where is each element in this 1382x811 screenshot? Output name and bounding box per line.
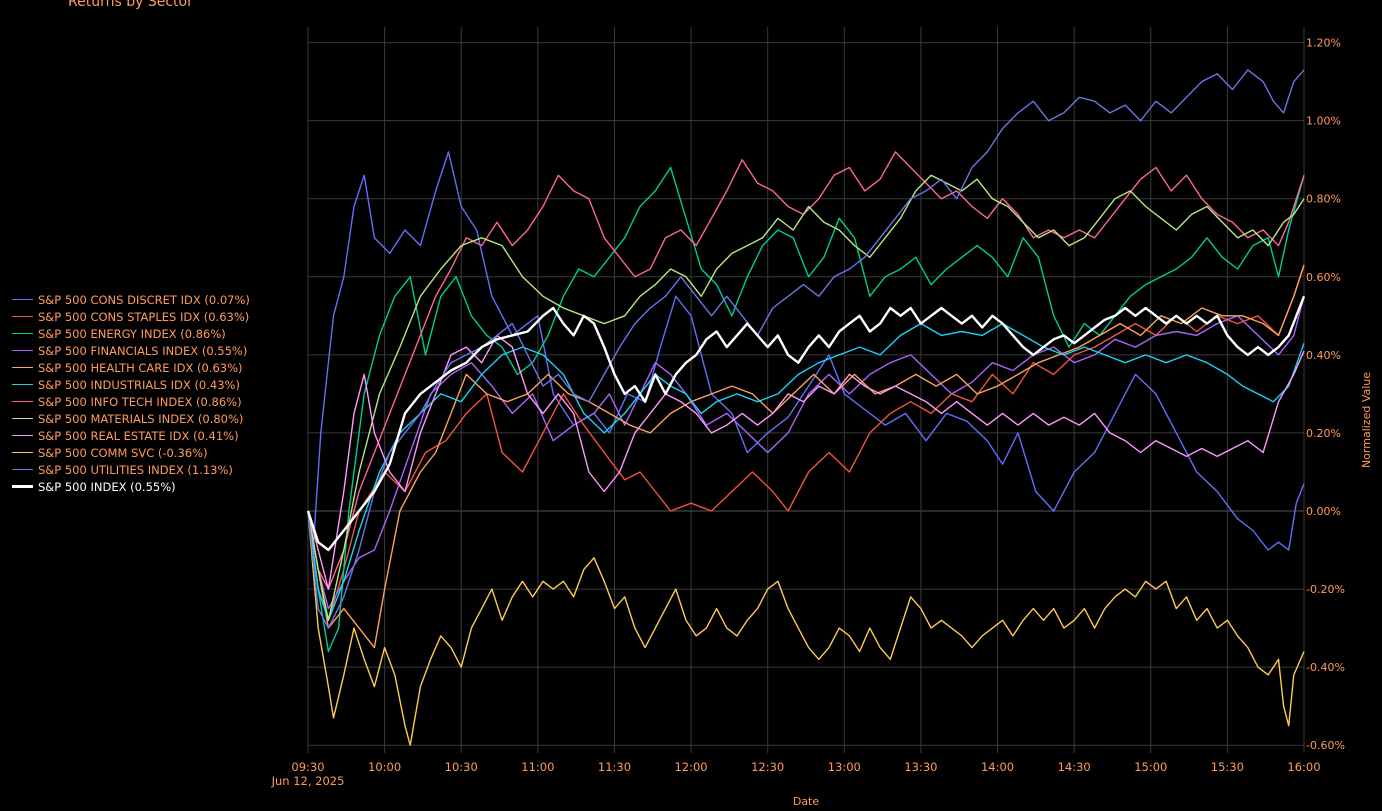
legend-swatch <box>12 350 33 351</box>
series-line-8 <box>307 334 1305 590</box>
x-tick-label: 11:30 <box>598 760 631 774</box>
legend-swatch <box>12 367 33 368</box>
y-tick-label: -0.20% <box>1306 583 1345 596</box>
legend-swatch <box>12 435 33 436</box>
y-tick-label: -0.60% <box>1306 739 1345 752</box>
legend-label: S&P 500 FINANCIALS INDEX (0.55%) <box>38 343 248 358</box>
legend-label: S&P 500 MATERIALS INDEX (0.80%) <box>38 411 244 426</box>
x-tick-label: 15:00 <box>1134 760 1167 774</box>
x-tick-label: 10:00 <box>368 760 401 774</box>
legend-item[interactable]: S&P 500 INDEX (0.55%) <box>12 478 250 495</box>
legend-label: S&P 500 REAL ESTATE IDX (0.41%) <box>38 428 239 443</box>
legend-label: S&P 500 COMM SVC (-0.36%) <box>38 445 208 460</box>
series-line-7 <box>307 174 1305 621</box>
legend: S&P 500 CONS DISCRET IDX (0.07%) S&P 500 … <box>12 291 250 495</box>
y-tick-label: 0.20% <box>1306 427 1341 440</box>
y-tick-label: -0.40% <box>1306 661 1345 674</box>
series-line-9 <box>307 510 1305 746</box>
y-tick-label: 0.40% <box>1306 349 1341 362</box>
legend-swatch <box>12 316 33 317</box>
legend-item[interactable]: S&P 500 UTILITIES INDEX (1.13%) <box>12 461 250 478</box>
x-tick-label: 12:30 <box>751 760 784 774</box>
x-tick-label: 10:30 <box>445 760 478 774</box>
legend-swatch <box>12 485 33 488</box>
legend-label: S&P 500 ENERGY INDEX (0.86%) <box>38 326 226 341</box>
legend-item[interactable]: S&P 500 MATERIALS INDEX (0.80%) <box>12 410 250 427</box>
legend-item[interactable]: S&P 500 COMM SVC (-0.36%) <box>12 444 250 461</box>
grid <box>307 27 1305 753</box>
legend-item[interactable]: S&P 500 REAL ESTATE IDX (0.41%) <box>12 427 250 444</box>
x-tick-label: 16:00 <box>1287 760 1320 774</box>
legend-item[interactable]: S&P 500 INDUSTRIALS IDX (0.43%) <box>12 376 250 393</box>
series-line-0 <box>307 151 1305 551</box>
x-tick-label: 13:30 <box>904 760 937 774</box>
legend-item[interactable]: S&P 500 CONS STAPLES IDX (0.63%) <box>12 308 250 325</box>
legend-swatch <box>12 384 33 385</box>
legend-label: S&P 500 INDEX (0.55%) <box>38 479 176 494</box>
y-tick-label: 0.00% <box>1306 505 1341 518</box>
legend-label: S&P 500 INFO TECH INDEX (0.86%) <box>38 394 242 409</box>
y-tick-label: 0.60% <box>1306 271 1341 284</box>
legend-swatch <box>12 469 33 470</box>
series-line-1 <box>307 264 1305 621</box>
x-tick-label: 15:30 <box>1211 760 1244 774</box>
legend-label: S&P 500 HEALTH CARE IDX (0.63%) <box>38 360 243 375</box>
series-line-10 <box>307 69 1305 629</box>
x-tick-label: 12:00 <box>674 760 707 774</box>
x-tick-label: 14:30 <box>1058 760 1091 774</box>
x-axis-title: Date <box>793 795 820 808</box>
x-tick-label: 09:30 <box>291 760 324 774</box>
legend-item[interactable]: S&P 500 INFO TECH INDEX (0.86%) <box>12 393 250 410</box>
series-line-3 <box>307 296 1305 610</box>
series-line-2 <box>307 166 1305 653</box>
legend-item[interactable]: S&P 500 CONS DISCRET IDX (0.07%) <box>12 291 250 308</box>
legend-label: S&P 500 CONS STAPLES IDX (0.63%) <box>38 309 250 324</box>
series-lines <box>306 69 1306 746</box>
x-tick-label: 11:00 <box>521 760 554 774</box>
legend-label: S&P 500 UTILITIES INDEX (1.13%) <box>38 462 233 477</box>
legend-swatch <box>12 299 33 300</box>
x-tick-label: 14:00 <box>981 760 1014 774</box>
legend-swatch <box>12 452 33 453</box>
legend-item[interactable]: S&P 500 ENERGY INDEX (0.86%) <box>12 325 250 342</box>
legend-swatch <box>12 333 33 334</box>
y-tick-label: 0.80% <box>1306 193 1341 206</box>
legend-label: S&P 500 INDUSTRIALS IDX (0.43%) <box>38 377 240 392</box>
legend-label: S&P 500 CONS DISCRET IDX (0.07%) <box>38 292 250 307</box>
date-label: Jun 12, 2025 <box>271 774 345 788</box>
series-line-11 <box>306 295 1306 552</box>
x-tick-label: 13:00 <box>828 760 861 774</box>
series-line-4 <box>307 264 1305 649</box>
chart-title: Returns by Sector <box>68 0 193 10</box>
y-tick-label: 1.00% <box>1306 115 1341 128</box>
y-tick-label: 1.20% <box>1306 37 1341 50</box>
legend-item[interactable]: S&P 500 HEALTH CARE IDX (0.63%) <box>12 359 250 376</box>
legend-swatch <box>12 418 33 419</box>
y-axis-title: Normalized Value <box>1360 372 1373 468</box>
legend-swatch <box>12 401 33 402</box>
series-line-5 <box>307 322 1305 621</box>
legend-item[interactable]: S&P 500 FINANCIALS INDEX (0.55%) <box>12 342 250 359</box>
axes: -0.60% -0.40% -0.20% 0.00% 0.20% 0.40% 0.60% 0.… <box>271 37 1373 808</box>
